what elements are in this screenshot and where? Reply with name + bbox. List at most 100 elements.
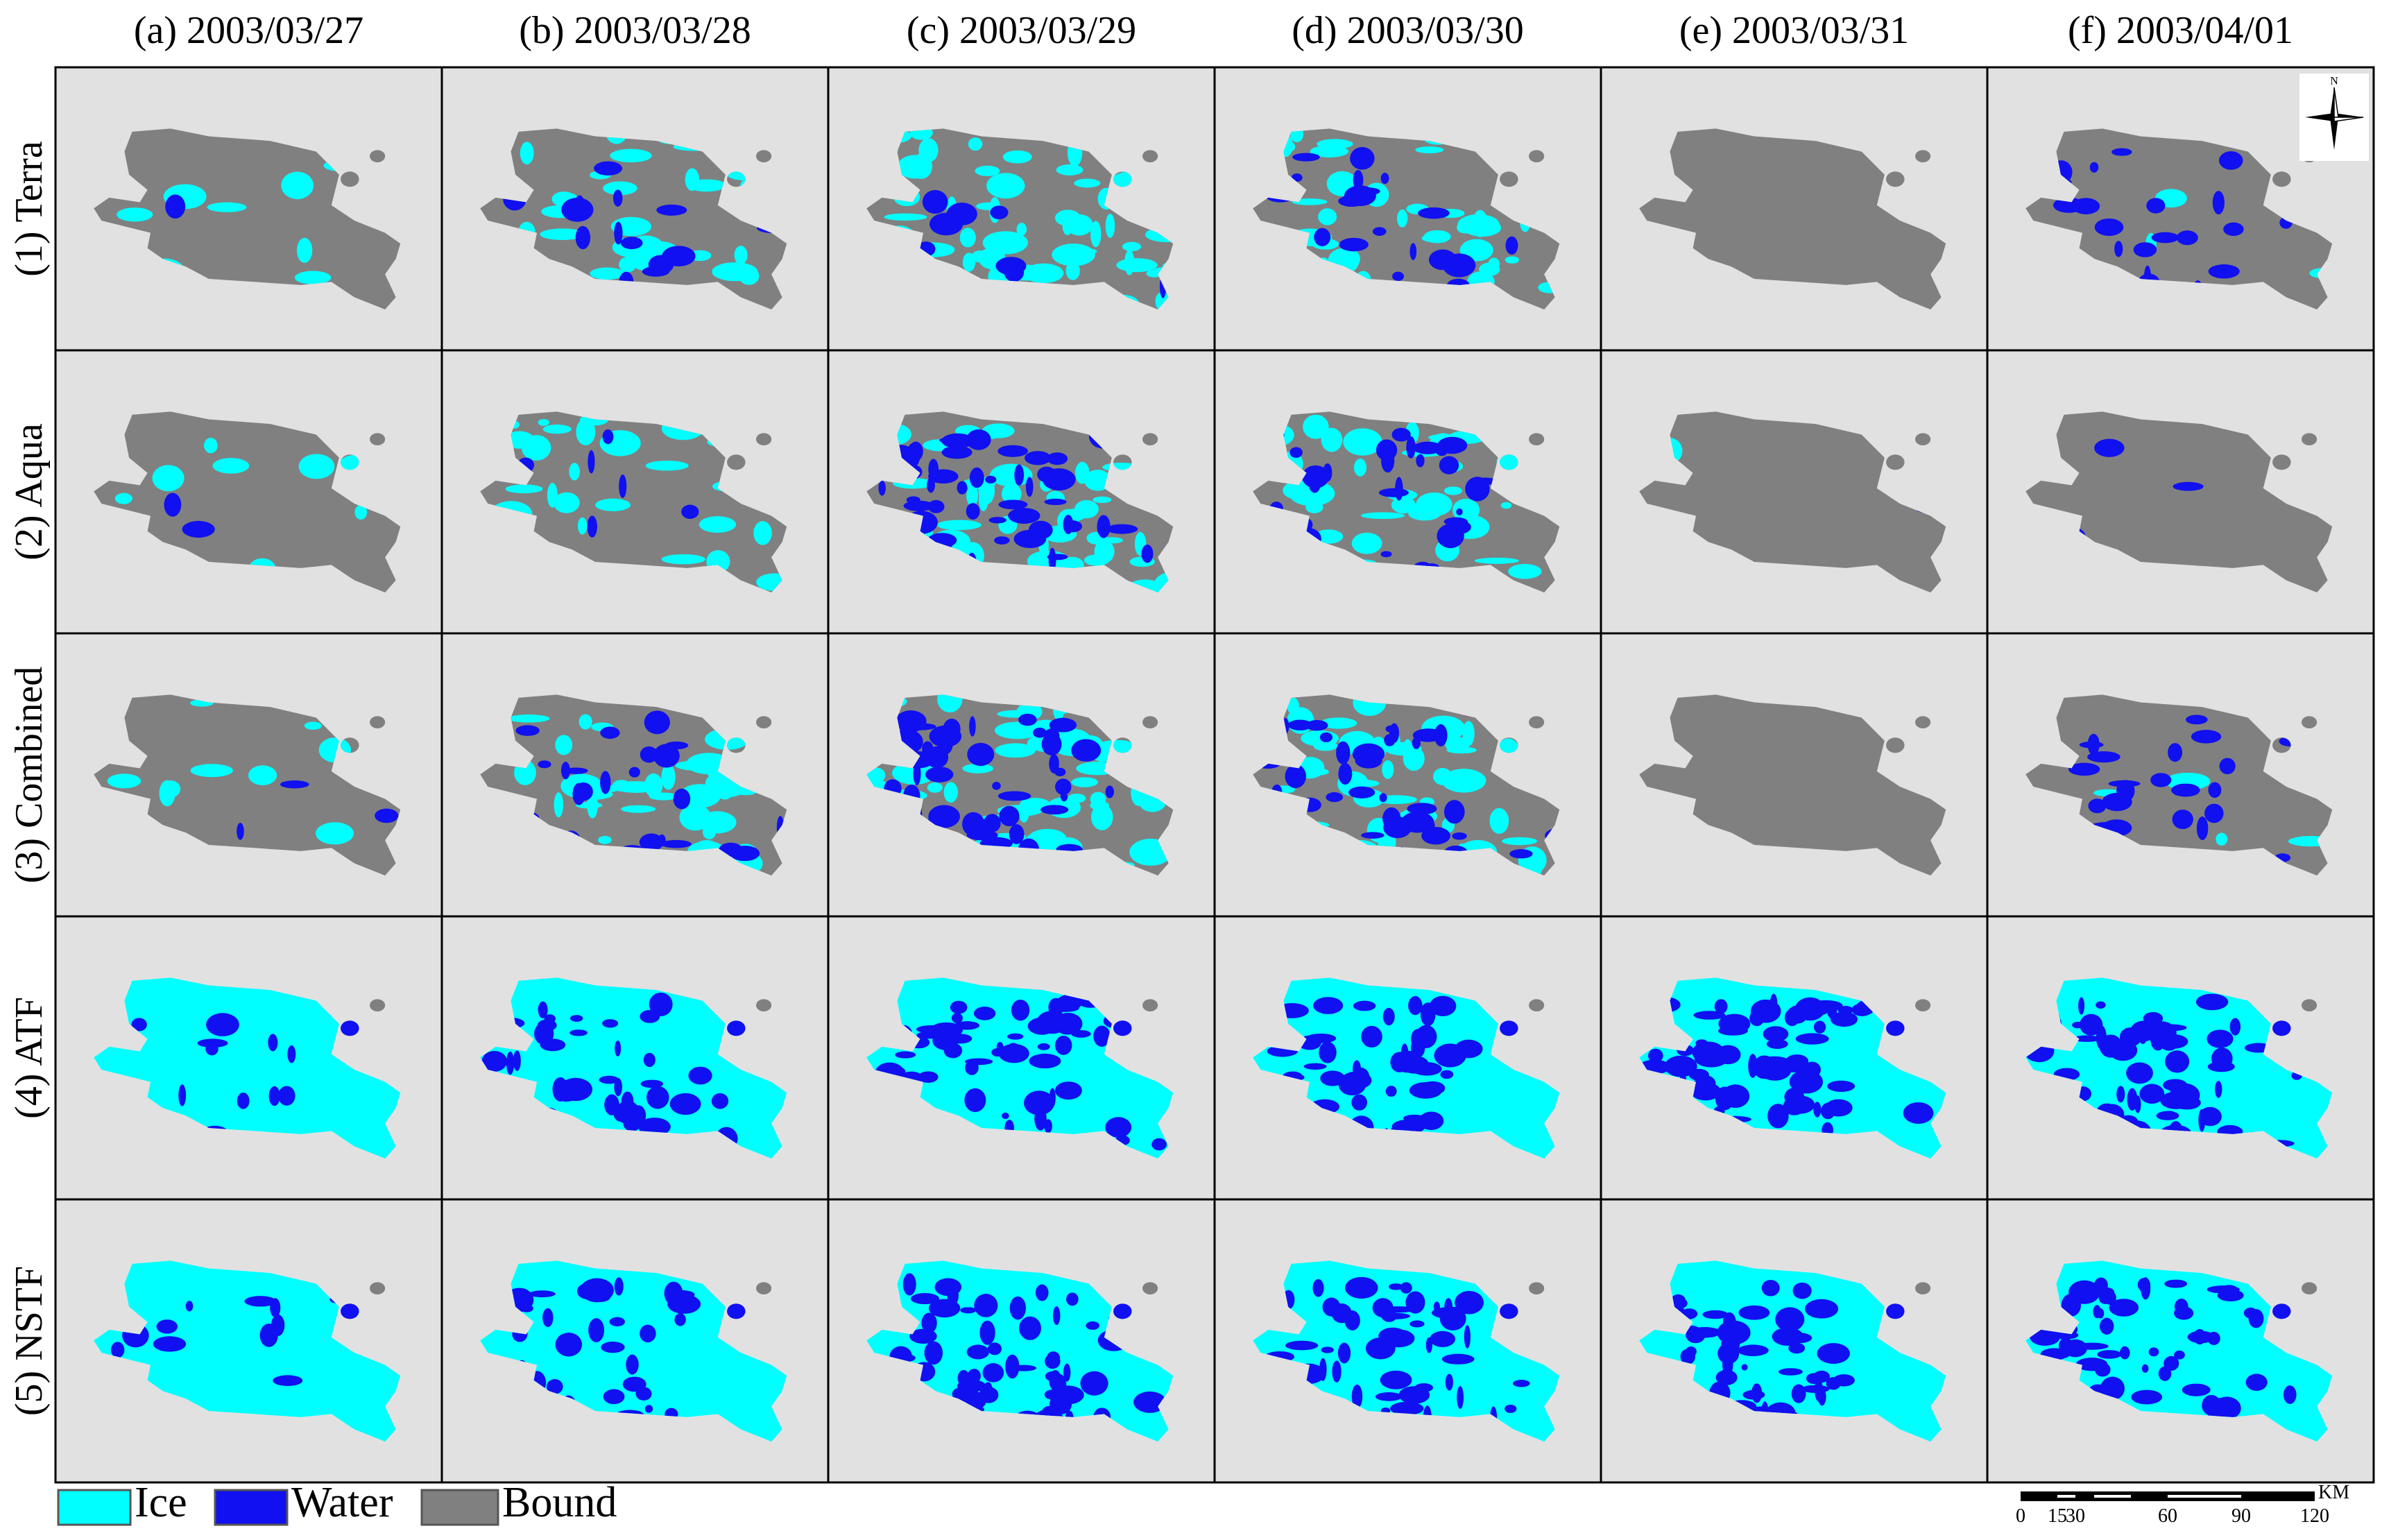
island: [1886, 737, 1905, 753]
ice-patch: [204, 438, 218, 454]
ice-patch: [1303, 414, 1329, 439]
ice-patch: [910, 153, 933, 180]
water-patch: [575, 225, 591, 250]
water-patch: [1378, 1327, 1407, 1345]
island: [1886, 454, 1905, 470]
water-patch: [1292, 153, 1320, 162]
water-patch: [2131, 1389, 2163, 1405]
water-patch: [985, 475, 997, 484]
water-patch: [2089, 162, 2099, 173]
legend-label: Bound: [502, 1479, 617, 1526]
island: [370, 716, 386, 729]
island: [727, 1303, 746, 1319]
ice-patch: [117, 207, 153, 222]
water-patch: [967, 742, 995, 767]
water-patch: [2209, 1398, 2234, 1417]
water-patch: [934, 1278, 962, 1297]
water-patch: [1412, 737, 1421, 749]
water-patch: [963, 815, 979, 836]
map-cell: [54, 349, 443, 635]
ice-patch: [579, 714, 592, 730]
scale-label: 60: [2158, 1505, 2177, 1527]
water-patch: [1445, 1374, 1453, 1391]
ice-patch: [1052, 243, 1095, 266]
island: [1529, 150, 1545, 163]
ice-patch: [207, 202, 247, 212]
water-patch: [1395, 477, 1403, 501]
water-patch: [1338, 195, 1365, 207]
map-cell: [1600, 66, 1989, 352]
ice-patch: [281, 171, 314, 200]
ice-patch: [1101, 537, 1123, 544]
water-patch: [2148, 1347, 2159, 1357]
water-patch: [2207, 1285, 2240, 1294]
ice-patch: [1090, 804, 1113, 830]
water-patch: [2075, 1342, 2109, 1350]
ice-patch: [1351, 532, 1382, 554]
island: [2272, 171, 2291, 187]
water-patch: [1080, 1371, 1108, 1396]
water-patch: [481, 1051, 508, 1072]
water-patch: [957, 1369, 970, 1387]
water-patch: [997, 791, 1031, 801]
water-patch: [1813, 1020, 1826, 1034]
water-patch: [1428, 249, 1457, 271]
water-patch: [1287, 719, 1312, 730]
water-patch: [1025, 477, 1034, 497]
water-patch: [902, 1273, 916, 1296]
water-patch: [1813, 1102, 1822, 1118]
water-patch: [182, 520, 215, 538]
row-header: (3) Combined: [8, 667, 51, 884]
water-patch: [2096, 1001, 2106, 1009]
water-patch: [1410, 1320, 1425, 1328]
water-patch: [538, 1001, 548, 1018]
water-patch: [1403, 1396, 1413, 1412]
water-patch: [2078, 997, 2085, 1015]
water-patch: [1018, 713, 1037, 726]
water-patch: [1410, 243, 1417, 260]
water-patch: [918, 1071, 939, 1083]
water-patch: [2073, 1035, 2101, 1042]
water-patch: [1454, 1039, 1483, 1059]
ice-patch: [702, 825, 717, 839]
island: [2272, 454, 2291, 470]
water-patch: [1817, 1343, 1850, 1364]
water-patch: [2138, 1028, 2148, 1044]
water-patch: [622, 1376, 646, 1392]
water-patch: [2126, 1062, 2153, 1084]
ice-patch: [1318, 208, 1337, 225]
ice-patch: [1056, 164, 1083, 176]
water-patch: [2243, 1307, 2258, 1319]
map-cell: [1600, 1198, 1989, 1484]
water-patch: [1063, 515, 1074, 535]
ice-patch: [1093, 496, 1112, 504]
water-patch: [1056, 1015, 1081, 1034]
water-patch: [1351, 1094, 1368, 1111]
water-patch: [2133, 242, 2157, 257]
water-patch: [2094, 438, 2125, 457]
water-patch: [628, 767, 640, 778]
water-patch: [951, 1013, 963, 1024]
water-patch: [992, 782, 1001, 790]
water-patch: [1717, 1342, 1740, 1364]
water-patch: [574, 195, 585, 219]
water-patch: [1375, 1392, 1403, 1401]
ice-patch: [685, 168, 700, 191]
water-patch: [1350, 146, 1375, 170]
water-patch: [375, 808, 399, 823]
water-patch: [969, 467, 984, 488]
ice-patch: [1122, 241, 1142, 252]
water-patch: [2176, 230, 2198, 246]
ice-patch: [1391, 496, 1416, 514]
water-patch: [1903, 1102, 1934, 1124]
water-patch: [1410, 1037, 1425, 1058]
water-patch: [667, 1294, 701, 1314]
water-patch: [2168, 743, 2183, 762]
water-patch: [2097, 1350, 2122, 1359]
water-patch: [642, 266, 670, 277]
water-patch: [1456, 508, 1463, 515]
water-patch: [2075, 1358, 2108, 1371]
water-patch: [2171, 783, 2200, 797]
ice-patch: [555, 735, 573, 755]
water-patch: [1414, 1383, 1434, 1392]
